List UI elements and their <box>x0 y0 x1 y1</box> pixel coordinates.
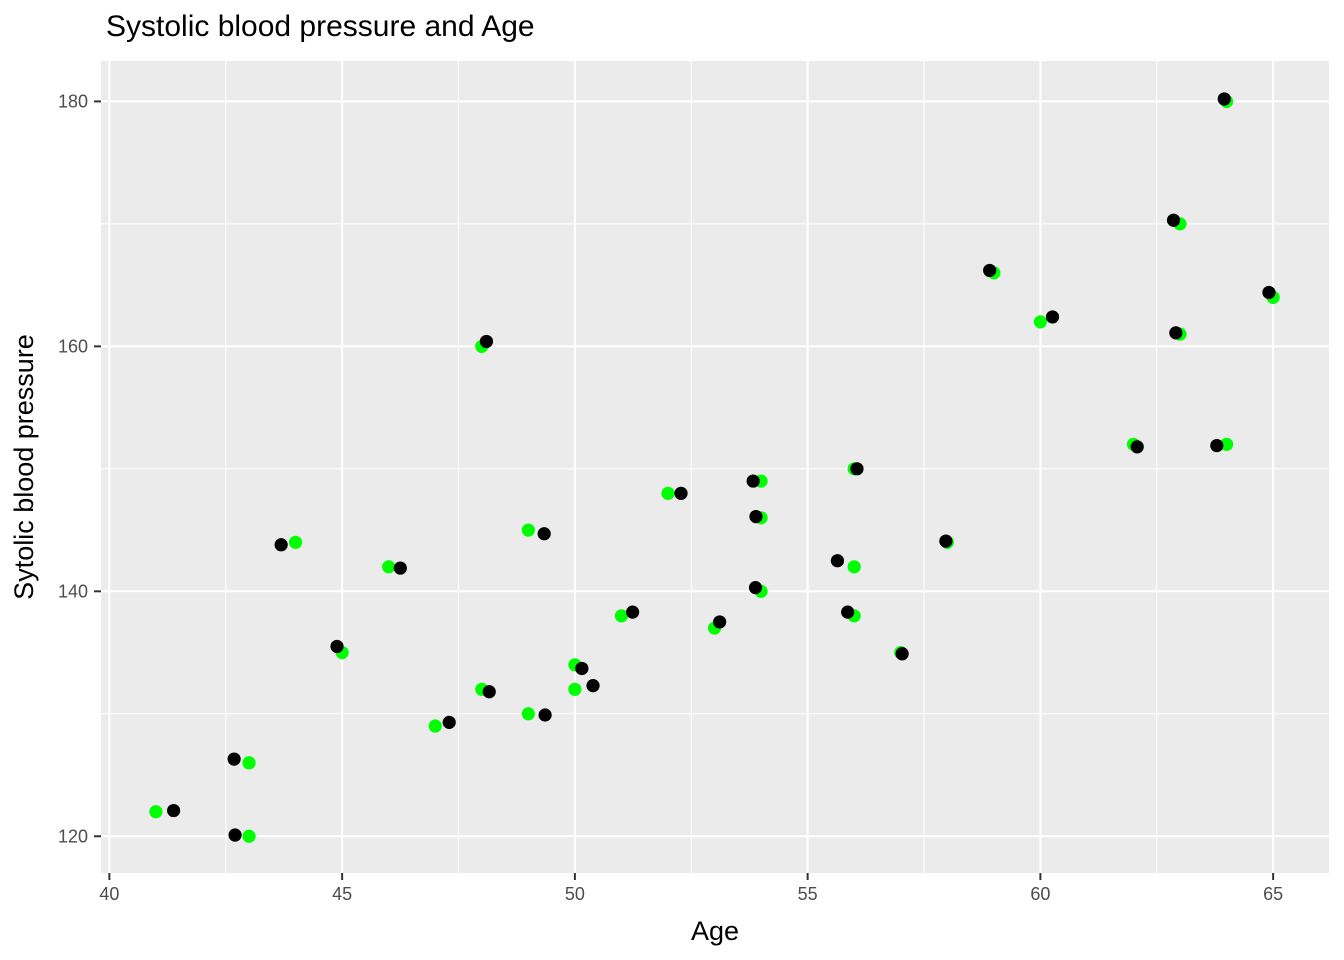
plot-panel-background <box>101 61 1329 873</box>
data-point-jittered-points <box>330 639 344 654</box>
data-point-original-points <box>847 560 861 574</box>
chart-title: Systolic blood pressure and Age <box>106 10 535 43</box>
y-axis-title: Sytolic blood pressure <box>9 334 39 600</box>
y-axis-tick-label: 120 <box>58 826 88 846</box>
data-point-jittered-points <box>227 752 241 766</box>
data-point-original-points <box>242 756 256 770</box>
data-point-jittered-points <box>586 679 600 693</box>
data-point-original-points <box>288 535 303 549</box>
x-axis-title: Age <box>691 916 739 946</box>
data-point-jittered-points <box>850 462 864 476</box>
data-point-jittered-points <box>1262 285 1276 300</box>
data-point-original-points <box>661 486 675 500</box>
data-point-jittered-points <box>749 510 763 524</box>
axis-tick-marks <box>94 100 1275 880</box>
data-point-jittered-points <box>538 708 552 722</box>
data-point-jittered-points <box>713 615 727 629</box>
x-axis-tick-label: 60 <box>1030 884 1050 904</box>
data-point-original-points <box>428 719 442 733</box>
data-point-jittered-points <box>274 538 288 552</box>
data-point-original-points <box>382 560 396 574</box>
data-point-jittered-points <box>442 715 456 729</box>
data-point-jittered-points <box>482 685 496 699</box>
data-point-jittered-points <box>895 647 909 661</box>
major-gridlines <box>101 61 1329 873</box>
data-point-original-points <box>614 609 629 623</box>
data-point-jittered-points <box>1045 310 1060 324</box>
x-axis-tick-label: 45 <box>332 884 352 904</box>
data-point-original-points <box>149 805 163 819</box>
y-axis-tick-label: 140 <box>58 581 88 601</box>
data-point-original-points <box>568 682 582 696</box>
data-point-jittered-points <box>393 561 407 575</box>
data-point-jittered-points <box>746 474 760 488</box>
data-point-original-points <box>521 707 535 721</box>
y-axis-tick-label: 160 <box>58 336 88 356</box>
data-point-jittered-points <box>167 803 181 818</box>
data-point-jittered-points <box>830 554 845 568</box>
data-point-jittered-points <box>537 527 551 541</box>
data-point-jittered-points <box>1130 440 1144 454</box>
data-point-jittered-points <box>841 605 855 619</box>
y-axis-tick-label: 180 <box>58 91 88 111</box>
x-axis-tick-label: 65 <box>1263 884 1283 904</box>
data-point-jittered-points <box>983 263 997 278</box>
data-point-jittered-points <box>626 605 640 619</box>
data-point-jittered-points <box>575 661 589 676</box>
x-axis-tick-label: 50 <box>565 884 585 904</box>
minor-gridlines <box>101 61 1329 873</box>
data-point-original-points <box>242 829 256 843</box>
data-point-original-points <box>1219 437 1234 451</box>
axis-tick-labels: 40 45 50 55 60 65 120 140 160 180 <box>58 91 1283 904</box>
data-point-jittered-points <box>1169 326 1183 340</box>
scatter-points-layer <box>149 92 1280 843</box>
data-point-jittered-points <box>939 534 953 548</box>
data-point-jittered-points <box>748 581 763 595</box>
data-point-jittered-points <box>1210 438 1224 453</box>
data-point-jittered-points <box>1217 92 1231 106</box>
data-point-original-points <box>521 523 535 537</box>
data-point-jittered-points <box>674 486 688 500</box>
data-point-original-points <box>1033 315 1047 329</box>
data-point-jittered-points <box>1166 213 1181 227</box>
x-axis-tick-label: 40 <box>99 884 119 904</box>
x-axis-tick-label: 55 <box>798 884 818 904</box>
data-point-jittered-points <box>228 828 242 842</box>
data-point-jittered-points <box>479 334 494 349</box>
